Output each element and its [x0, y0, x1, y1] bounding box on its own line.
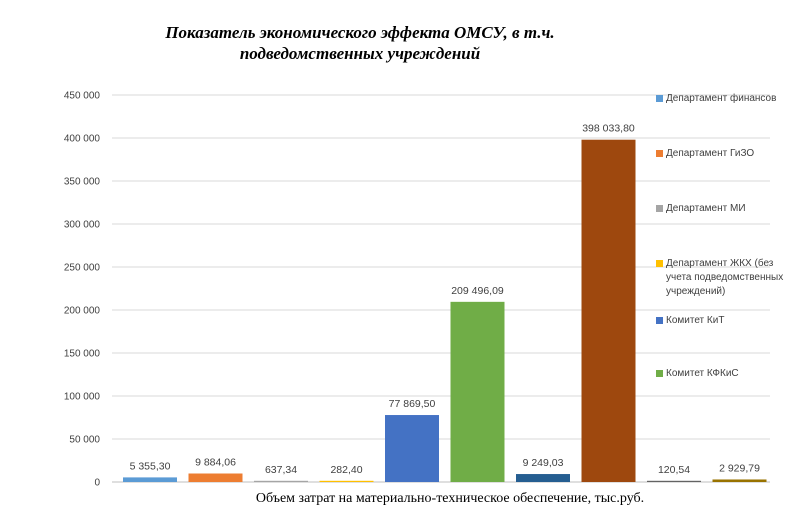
data-label: 398 033,80: [582, 123, 635, 135]
data-label: 120,54: [658, 464, 690, 476]
legend-swatch: [656, 95, 663, 102]
legend-label: Департамент ЖКХ (без учета подведомствен…: [666, 258, 784, 297]
y-tick-label: 50 000: [69, 435, 100, 446]
bar: [647, 480, 701, 482]
bar: [450, 301, 505, 482]
legend-item: Департамент финансов: [656, 92, 792, 106]
data-label: 5 355,30: [130, 460, 171, 472]
bar: [319, 480, 374, 482]
legend-item: Комитет КиТ: [656, 314, 792, 328]
data-label: 9 884,06: [195, 456, 236, 468]
legend-swatch: [656, 370, 663, 377]
bar: [516, 474, 570, 482]
legend-item: Департамент ГиЗО: [656, 147, 792, 161]
legend-swatch: [656, 317, 663, 324]
legend-label: Департамент финансов: [666, 93, 777, 104]
bar: [254, 480, 308, 482]
bar: [712, 479, 767, 482]
y-tick-label: 100 000: [64, 392, 101, 403]
y-tick-label: 200 000: [64, 306, 101, 317]
y-tick-label: 400 000: [64, 134, 101, 145]
legend-swatch: [656, 150, 663, 157]
y-tick-label: 250 000: [64, 263, 101, 274]
data-label: 2 929,79: [719, 462, 760, 474]
legend-label: Департамент ГиЗО: [666, 148, 755, 159]
y-tick-label: 0: [94, 478, 100, 489]
bar: [385, 415, 439, 482]
bar: [581, 139, 636, 483]
y-tick-label: 350 000: [64, 177, 101, 188]
legend-label: Комитет КиТ: [666, 315, 725, 326]
legend-item: Комитет КФКиС: [656, 367, 792, 381]
x-axis-label: Объем затрат на материально-техническое …: [255, 491, 645, 506]
bar: [123, 477, 177, 482]
data-label: 282,40: [330, 464, 362, 476]
y-tick-label: 450 000: [64, 91, 101, 102]
bar: [188, 473, 243, 482]
y-tick-label: 300 000: [64, 220, 101, 231]
data-label: 209 496,09: [451, 285, 504, 297]
legend-swatch: [656, 205, 663, 212]
legend-item: Департамент ЖКХ (без учета подведомствен…: [656, 257, 792, 299]
data-label: 77 869,50: [389, 398, 436, 410]
legend-label: Комитет КФКиС: [666, 368, 739, 379]
legend-item: Департамент МИ: [656, 202, 792, 216]
chart-title: Показатель экономического эффекта ОМСУ, …: [165, 23, 555, 63]
data-label: 9 249,03: [523, 457, 564, 469]
data-label: 637,34: [265, 464, 297, 476]
legend-label: Департамент МИ: [666, 203, 746, 214]
y-tick-label: 150 000: [64, 349, 101, 360]
legend-swatch: [656, 260, 663, 267]
